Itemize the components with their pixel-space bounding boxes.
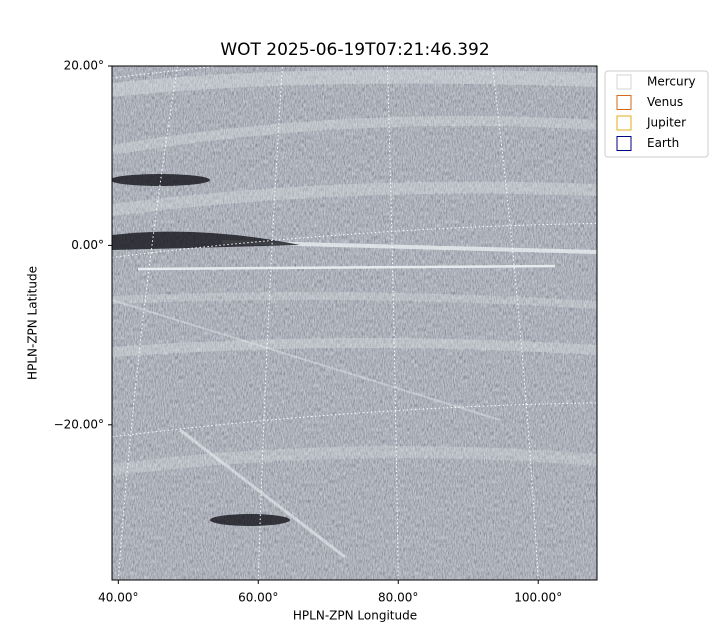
legend-swatch bbox=[616, 95, 632, 110]
y-tick-label: −20.00° bbox=[54, 417, 104, 431]
x-axis-label: HPLN-ZPN Longitude bbox=[293, 609, 417, 623]
legend-swatch bbox=[616, 74, 632, 90]
x-tick-label: 40.00° bbox=[98, 591, 138, 605]
axes-frame bbox=[111, 65, 598, 581]
chart-title: WOT 2025-06-19T07:21:46.392 bbox=[220, 40, 489, 60]
legend-label: Jupiter bbox=[646, 116, 686, 130]
legend-frame bbox=[604, 70, 709, 158]
ticks: 40.00° 60.00° 80.00° 100.00° 20.00° 0.00° −20.… bbox=[54, 59, 563, 605]
x-tick-label: 60.00° bbox=[238, 591, 278, 605]
legend-label: Earth bbox=[647, 136, 679, 150]
grid-line bbox=[491, 66, 539, 580]
grid bbox=[112, 66, 597, 580]
legend-label: Mercury bbox=[647, 75, 696, 89]
streaks bbox=[112, 69, 597, 559]
y-tick-label: 20.00° bbox=[64, 59, 104, 73]
y-tick-label: 0.00° bbox=[71, 238, 104, 252]
legend-swatch bbox=[616, 136, 632, 151]
legend-swatch bbox=[616, 115, 632, 131]
x-tick-label: 80.00° bbox=[378, 591, 418, 605]
grid-line bbox=[386, 66, 399, 580]
image-noise bbox=[112, 66, 597, 580]
legend-label: Venus bbox=[647, 95, 683, 109]
legend: Mercury Venus Jupiter Earth bbox=[604, 70, 709, 158]
y-axis-label: HPLN-ZPN Latitude bbox=[26, 266, 40, 380]
x-tick-label: 100.00° bbox=[514, 591, 562, 605]
dark-bands bbox=[112, 174, 300, 526]
image bbox=[112, 66, 597, 580]
grid-line bbox=[257, 66, 283, 580]
